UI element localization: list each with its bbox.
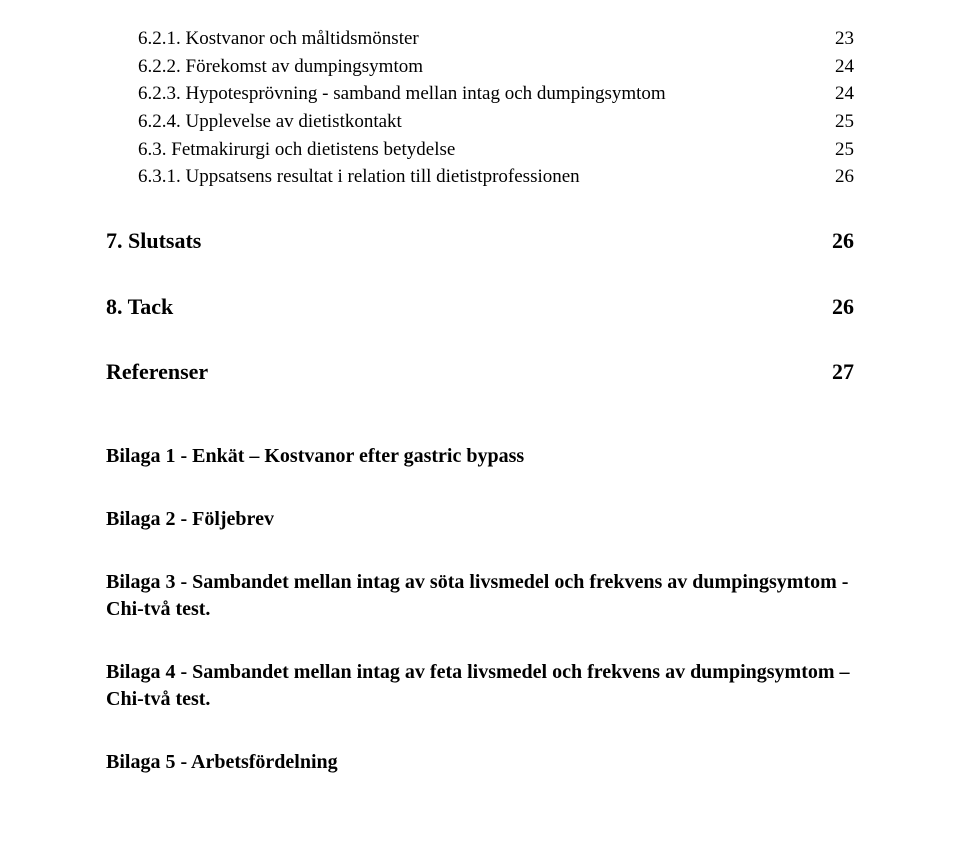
appendix-heading: Bilaga 3 - Sambandet mellan intag av söt… [106,569,854,596]
toc-row-sub: 6.3. Fetmakirurgi och dietistens betydel… [106,137,854,163]
toc-page-number: 24 [822,81,854,107]
appendix-heading-line2: Chi-två test. [106,596,854,623]
toc-row-main: Referenser 27 [106,357,854,387]
appendix-heading-line2: Chi-två test. [106,686,854,713]
toc-label: 6.2.1. Kostvanor och måltidsmönster [138,26,419,52]
toc-label: 6.3.1. Uppsatsens resultat i relation ti… [138,164,580,190]
toc-label: 6.2.3. Hypotesprövning - samband mellan … [138,81,666,107]
appendix-heading: Bilaga 5 - Arbetsfördelning [106,749,854,776]
toc-heading: 7. Slutsats [106,226,201,256]
toc-page-number: 25 [822,109,854,135]
toc-label: 6.2.4. Upplevelse av dietistkontakt [138,109,402,135]
toc-row-sub: 6.2.3. Hypotesprövning - samband mellan … [106,81,854,107]
toc-row-main: 7. Slutsats 26 [106,226,854,256]
page-container: 6.2.1. Kostvanor och måltidsmönster 23 6… [0,0,960,841]
toc-page-number: 27 [822,357,854,387]
toc-row-sub: 6.2.2. Förekomst av dumpingsymtom 24 [106,54,854,80]
toc-heading: Referenser [106,357,208,387]
toc-page-number: 23 [822,26,854,52]
appendix-heading: Bilaga 1 - Enkät – Kostvanor efter gastr… [106,443,854,470]
appendix-heading: Bilaga 4 - Sambandet mellan intag av fet… [106,659,854,686]
toc-page-number: 24 [822,54,854,80]
appendix-heading: Bilaga 2 - Följebrev [106,506,854,533]
toc-row-sub: 6.3.1. Uppsatsens resultat i relation ti… [106,164,854,190]
toc-row-sub: 6.2.4. Upplevelse av dietistkontakt 25 [106,109,854,135]
toc-page-number: 26 [822,292,854,322]
toc-row-main: 8. Tack 26 [106,292,854,322]
toc-row-sub: 6.2.1. Kostvanor och måltidsmönster 23 [106,26,854,52]
toc-label: 6.2.2. Förekomst av dumpingsymtom [138,54,423,80]
toc-heading: 8. Tack [106,292,173,322]
toc-page-number: 25 [822,137,854,163]
toc-label: 6.3. Fetmakirurgi och dietistens betydel… [138,137,455,163]
toc-page-number: 26 [822,164,854,190]
toc-page-number: 26 [822,226,854,256]
